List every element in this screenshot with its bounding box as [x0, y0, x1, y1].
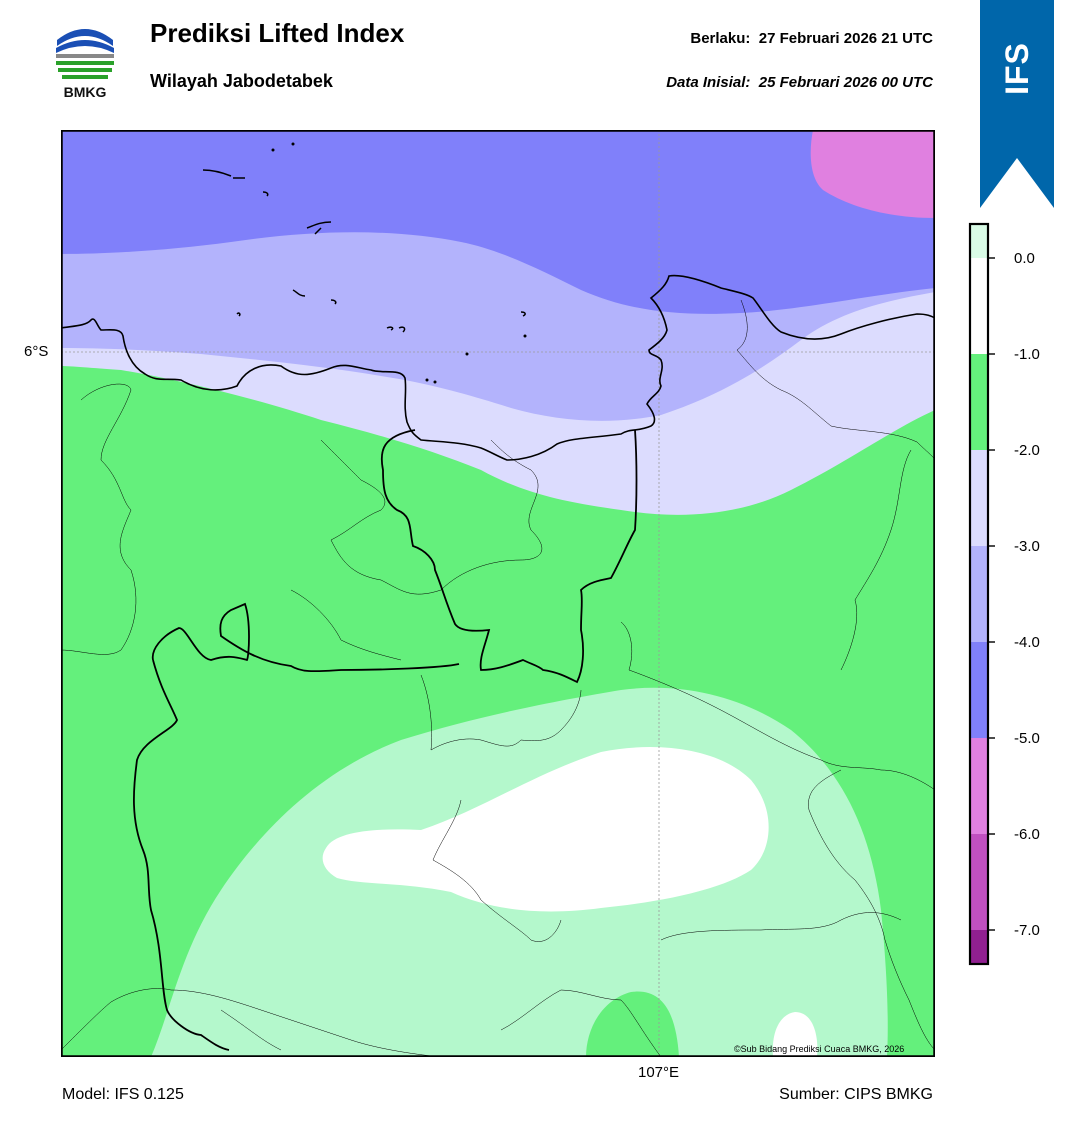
colorbar-segment	[970, 930, 988, 964]
island	[465, 352, 469, 356]
colorbar-segment	[970, 642, 988, 738]
island	[330, 299, 337, 305]
regency-border	[620, 621, 935, 791]
island	[291, 142, 295, 146]
island	[425, 378, 429, 382]
island	[523, 334, 527, 338]
colorbar	[968, 222, 995, 966]
regency-border	[840, 449, 912, 671]
ifs-ribbon	[980, 0, 1054, 208]
island	[386, 326, 406, 333]
colorbar-segment	[970, 450, 988, 546]
regency-border	[808, 769, 935, 1051]
colorbar-segment	[970, 546, 988, 642]
regency-border	[420, 674, 582, 751]
regency-border	[500, 989, 662, 1057]
lifted-index-map	[61, 130, 935, 1057]
regency-border	[290, 589, 402, 661]
island	[520, 311, 526, 317]
province-border	[151, 602, 460, 673]
regency-border	[320, 439, 543, 595]
colorbar-segment	[970, 224, 988, 258]
colorbar-tick-label: -5.0	[1014, 730, 1040, 747]
colorbar-tick-label: -2.0	[1014, 442, 1040, 459]
island	[292, 289, 306, 297]
colorbar-tick-label: -3.0	[1014, 538, 1040, 555]
bmkg-logo-icon	[55, 29, 115, 82]
colorbar-tick-label: -6.0	[1014, 826, 1040, 843]
regency-border	[736, 299, 935, 461]
colorbar-segment	[970, 834, 988, 930]
colorbar-segment	[970, 354, 988, 450]
colorbar-tick-label: 0.0	[1014, 250, 1035, 267]
longitude-label: 107°E	[638, 1064, 680, 1081]
valid-value: 27 Februari 2026 21 UTC	[758, 30, 933, 47]
model-label: Model: IFS 0.125	[62, 1086, 184, 1103]
valid-time: Berlaku: 27 Februari 2026 21 UTC	[690, 30, 933, 47]
init-label: Data Inisial:	[666, 74, 751, 91]
field-white-core	[322, 747, 769, 912]
valid-label: Berlaku:	[690, 30, 751, 47]
colorbar-segment	[970, 258, 988, 354]
island	[306, 221, 332, 235]
province-border	[380, 429, 638, 684]
copyright-note: ©Sub Bidang Prediksi Cuaca BMKG, 2026	[734, 1044, 905, 1054]
logo-text: BMKG	[63, 84, 107, 100]
map-title: Prediksi Lifted Index	[150, 18, 405, 48]
regency-border	[61, 988, 442, 1057]
province-border	[133, 659, 230, 1051]
field-pink	[810, 130, 935, 218]
regency-border	[220, 1009, 282, 1051]
latitude-label: 6°S	[24, 343, 49, 360]
init-time: Data Inisial: 25 Februari 2026 00 UTC	[666, 74, 933, 91]
island	[433, 380, 437, 384]
island	[236, 312, 241, 317]
colorbar-segment	[970, 738, 988, 834]
init-value: 25 Februari 2026 00 UTC	[758, 74, 933, 91]
colorbar-tick-label: -4.0	[1014, 634, 1040, 651]
regency-border	[432, 799, 562, 942]
regency-border	[61, 383, 137, 655]
ifs-ribbon-label: IFS	[998, 41, 1035, 95]
field-white-small	[772, 1012, 818, 1057]
source-label: Sumber: CIPS BMKG	[779, 1086, 933, 1103]
field-green-patch	[586, 991, 679, 1057]
colorbar-tick-label: -7.0	[1014, 922, 1040, 939]
field-blue	[61, 130, 935, 314]
island	[271, 148, 275, 152]
island	[202, 169, 245, 179]
regency-border	[660, 912, 902, 941]
coastline	[61, 274, 935, 461]
colorbar-tick-label: -1.0	[1014, 346, 1040, 363]
island	[262, 191, 269, 197]
map-subtitle: Wilayah Jabodetabek	[150, 71, 333, 91]
